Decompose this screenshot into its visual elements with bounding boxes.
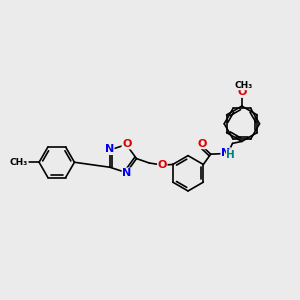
Text: N: N [122,168,131,178]
Text: CH₃: CH₃ [10,158,28,167]
Text: O: O [122,139,131,149]
Text: N: N [221,148,230,158]
Text: CH₃: CH₃ [235,81,253,90]
Text: O: O [237,87,247,97]
Text: O: O [197,139,207,148]
Text: H: H [226,150,235,160]
Text: N: N [105,144,114,154]
Text: O: O [158,160,167,170]
